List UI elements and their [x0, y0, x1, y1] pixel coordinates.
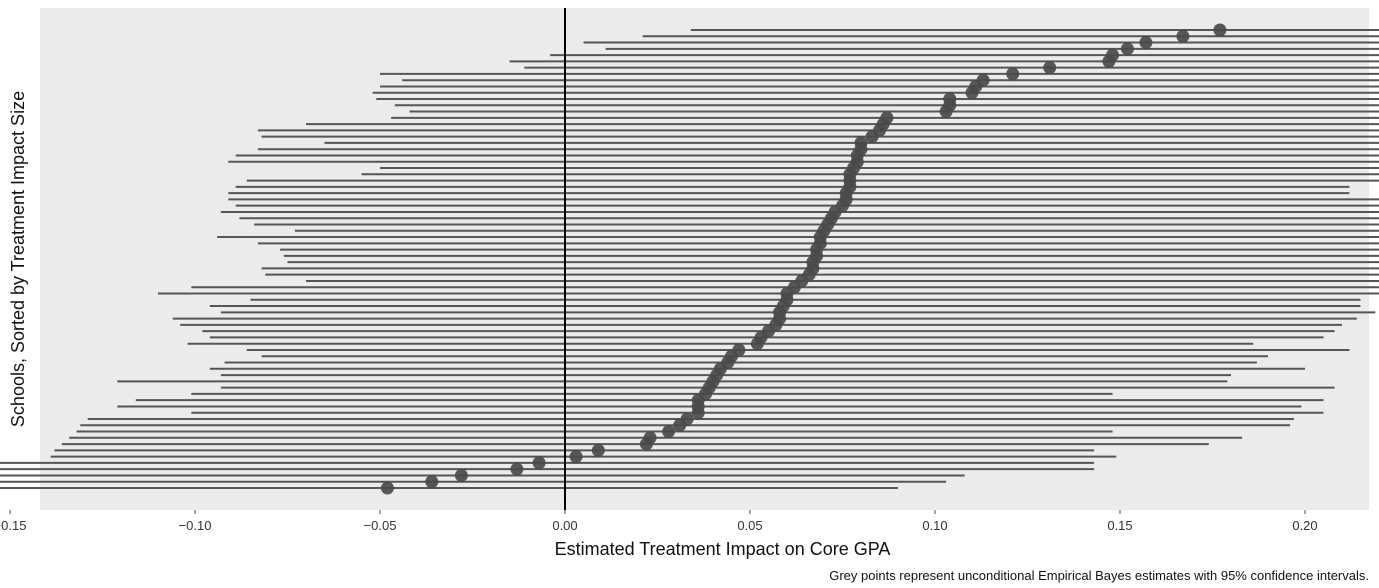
estimate-point — [943, 92, 957, 106]
estimate-point — [1106, 48, 1120, 62]
estimate-point — [662, 425, 676, 439]
estimate-point — [880, 111, 894, 125]
x-tick-label: −0.05 — [364, 518, 397, 533]
chart-caption: Grey points represent unconditional Empi… — [829, 568, 1369, 583]
estimate-point — [732, 343, 746, 357]
x-tick-label: 0.00 — [552, 518, 577, 533]
estimate-point — [532, 456, 546, 470]
x-tick-label: 0.15 — [1107, 518, 1132, 533]
x-tick-label: 0.05 — [737, 518, 762, 533]
estimate-point — [976, 73, 990, 87]
x-axis: −0.20−0.15−0.10−0.050.000.050.100.150.20… — [0, 510, 1318, 533]
estimate-point — [425, 475, 439, 489]
x-tick-label: −0.15 — [0, 518, 26, 533]
x-tick-label: −0.10 — [179, 518, 212, 533]
estimate-point — [569, 450, 583, 464]
estimate-point — [380, 481, 394, 495]
plot-panel — [40, 8, 1369, 510]
estimate-point — [1120, 42, 1134, 56]
x-axis-title: Estimated Treatment Impact on Core GPA — [555, 539, 891, 559]
x-tick-label: 0.10 — [922, 518, 947, 533]
confidence-intervals — [0, 29, 1379, 489]
y-axis-title: Schools, Sorted by Treatment Impact Size — [8, 91, 28, 427]
estimate-point — [510, 462, 524, 476]
estimate-point — [1043, 61, 1057, 75]
estimate-point — [591, 443, 605, 457]
estimate-point — [854, 136, 868, 150]
estimate-point — [1176, 29, 1190, 43]
estimate-point — [643, 431, 657, 445]
estimate-point — [1139, 36, 1153, 50]
x-tick-label: 0.20 — [1292, 518, 1317, 533]
estimate-point — [1006, 67, 1020, 81]
estimate-point — [680, 412, 694, 426]
estimate-point — [1213, 23, 1227, 37]
estimate-point — [454, 468, 468, 482]
estimate-points — [380, 23, 1227, 495]
